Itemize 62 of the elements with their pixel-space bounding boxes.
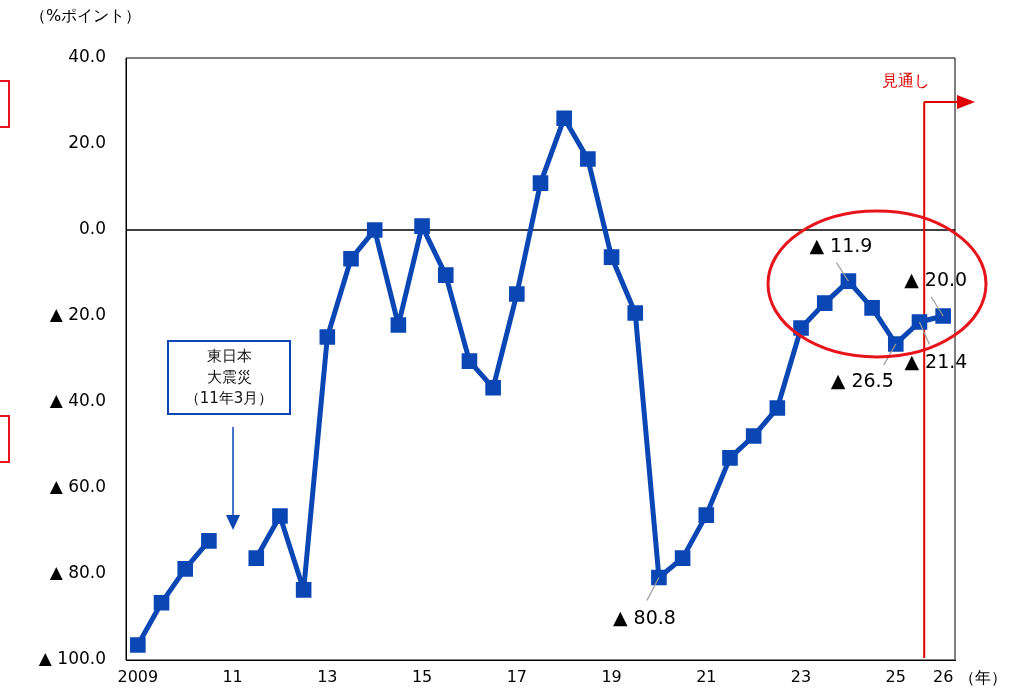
point	[414, 218, 430, 234]
annotation: ▲ 21.4	[904, 349, 968, 372]
point	[437, 267, 454, 283]
point	[248, 550, 265, 566]
point	[509, 286, 525, 302]
y-tick-label: ▲ 60.0	[49, 476, 106, 497]
point	[130, 637, 146, 653]
point	[793, 320, 809, 336]
point	[366, 222, 383, 238]
point	[698, 507, 715, 523]
y-tick-label: ▲ 80.0	[49, 562, 106, 583]
point	[603, 249, 620, 265]
y-tick-label: 20.0	[68, 132, 106, 153]
point	[201, 533, 217, 549]
point	[911, 314, 928, 330]
x-axis-title: （年）	[959, 668, 1007, 689]
point	[674, 550, 691, 566]
point	[295, 582, 312, 598]
point	[272, 508, 288, 524]
y-tick-label: ▲ 20.0	[49, 304, 106, 325]
point	[177, 561, 194, 577]
x-tick-label: 2009	[117, 666, 159, 686]
point	[556, 110, 572, 126]
point	[769, 400, 786, 416]
y-axis-title: （%ポイント）	[30, 6, 142, 27]
x-tick-label: 17	[506, 666, 527, 686]
x-tick-label: 21	[696, 666, 717, 686]
point	[153, 595, 170, 611]
point	[580, 151, 596, 167]
point	[343, 251, 359, 267]
y-tick-label: ▲ 100.0	[38, 648, 106, 669]
x-tick-label: 11	[222, 666, 243, 686]
point	[840, 273, 857, 289]
point	[745, 428, 762, 444]
annotation: 東日本大震災	[206, 346, 252, 388]
annotation: ▲ 11.9	[809, 234, 873, 257]
ref-line-label: 見通し	[882, 71, 931, 91]
point	[935, 308, 951, 324]
annotation: （11年3月）	[183, 388, 275, 409]
point	[485, 380, 501, 396]
point	[864, 300, 880, 316]
annotation: ▲ 20.0	[904, 267, 968, 290]
x-tick-label: 15	[411, 666, 433, 686]
point	[816, 295, 833, 311]
annotation: ▲ 26.5	[830, 368, 894, 391]
x-tick-label: 13	[317, 666, 338, 686]
point	[722, 450, 738, 466]
point	[461, 353, 478, 369]
x-tick-label: 26	[932, 666, 954, 686]
point	[532, 175, 549, 191]
point	[887, 336, 904, 352]
y-tick-label: 40.0	[68, 46, 106, 67]
y-tick-label: 0.0	[78, 218, 106, 239]
x-tick-label: 23	[790, 666, 812, 686]
point	[651, 569, 667, 586]
annotation: ▲ 80.8	[612, 606, 676, 629]
y-tick-label: ▲ 40.0	[49, 390, 106, 411]
point	[627, 305, 644, 321]
point	[319, 329, 336, 345]
point	[390, 317, 407, 333]
x-tick-label: 19	[601, 666, 622, 686]
x-tick-label: 25	[885, 666, 906, 686]
